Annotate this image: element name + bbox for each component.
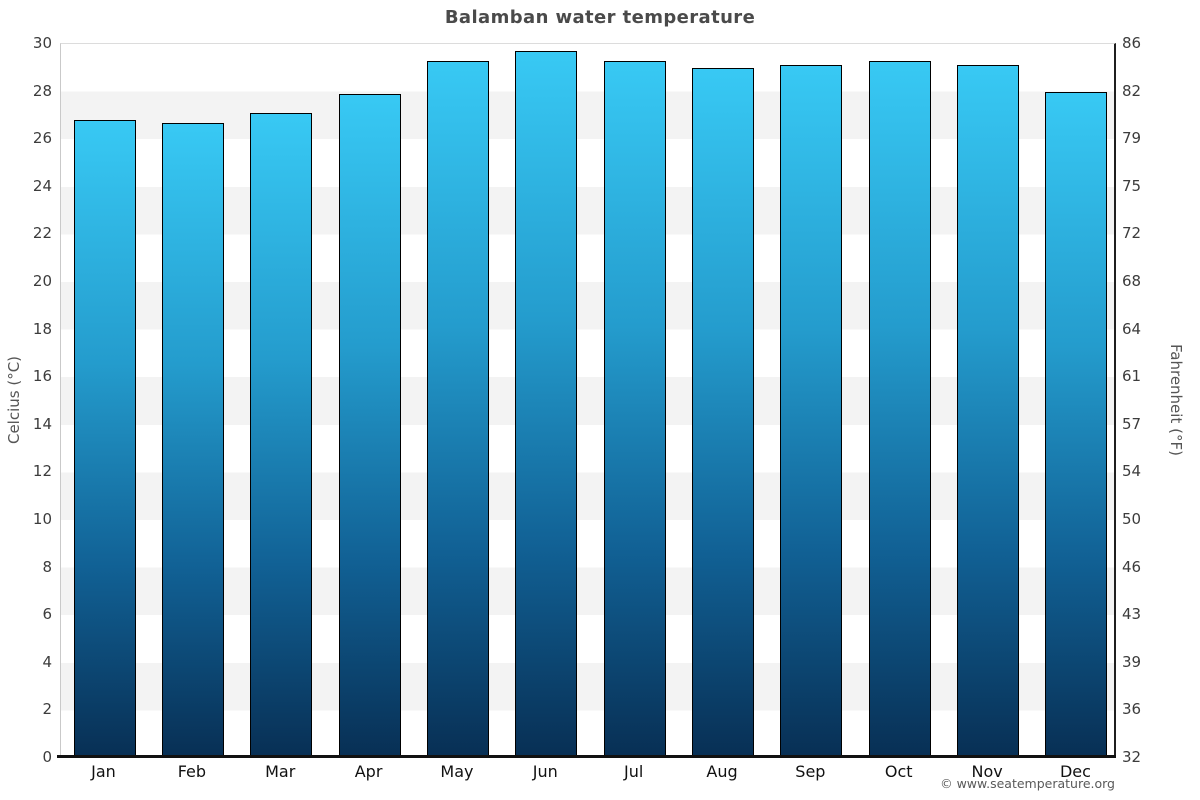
xtick-jun: Jun (532, 762, 558, 781)
xtick-jan: Jan (91, 762, 116, 781)
ytick-fahrenheit-50: 50 (1122, 510, 1142, 528)
ytick-celsius-8: 8 (42, 557, 52, 576)
ytick-fahrenheit-43: 43 (1122, 605, 1142, 624)
ytick-celsius-16: 16 (32, 367, 52, 386)
ytick-celsius-2: 2 (42, 700, 52, 719)
ytick-fahrenheit-64: 64 (1122, 319, 1142, 338)
ytick-fahrenheit-39: 39 (1122, 652, 1142, 671)
ytick-fahrenheit-82: 82 (1122, 81, 1142, 100)
ytick-fahrenheit-61: 61 (1122, 367, 1142, 386)
ytick-celsius-18: 18 (32, 319, 52, 338)
bar-dec (1045, 91, 1108, 758)
ytick-celsius-20: 20 (32, 272, 52, 290)
xtick-apr: Apr (354, 762, 383, 781)
ytick-fahrenheit-46: 46 (1122, 557, 1142, 576)
ytick-fahrenheit-36: 36 (1122, 700, 1142, 719)
xtick-feb: Feb (177, 762, 207, 781)
y-axis-title-fahrenheit: Fahrenheit (°F) (1167, 344, 1185, 456)
x-axis-baseline (57, 755, 1116, 758)
plot-area (60, 43, 1116, 758)
xtick-oct: Oct (884, 762, 913, 781)
ytick-celsius-14: 14 (32, 414, 52, 433)
bar-jan (73, 120, 136, 758)
bar-sep (780, 65, 843, 758)
ytick-fahrenheit-72: 72 (1122, 224, 1142, 243)
ytick-fahrenheit-86: 86 (1122, 34, 1142, 52)
y-axis-title-celsius: Celcius (°C) (5, 355, 23, 445)
ytick-celsius-22: 22 (32, 224, 52, 243)
ytick-celsius-10: 10 (32, 510, 52, 528)
bar-may (426, 60, 489, 758)
bar-feb (161, 122, 224, 758)
ytick-fahrenheit-54: 54 (1122, 462, 1142, 481)
xtick-nov: Nov (971, 762, 1003, 781)
ytick-celsius-12: 12 (32, 462, 52, 481)
chart-title: Balamban water temperature (444, 7, 756, 28)
xtick-dec: Dec (1059, 762, 1091, 781)
ytick-fahrenheit-57: 57 (1122, 414, 1142, 433)
ytick-fahrenheit-79: 79 (1122, 129, 1142, 148)
bar-oct (868, 60, 931, 758)
ytick-celsius-30: 30 (32, 34, 52, 52)
ytick-celsius-0: 0 (42, 748, 52, 766)
bar-nov (957, 65, 1020, 758)
xtick-mar: Mar (265, 762, 296, 781)
ytick-celsius-26: 26 (32, 129, 52, 148)
xtick-aug: Aug (706, 762, 738, 781)
copyright-footer: © www.seatemperature.org (940, 776, 1115, 791)
bar-jun (515, 51, 578, 758)
ytick-celsius-6: 6 (42, 605, 52, 624)
ytick-fahrenheit-32: 32 (1122, 748, 1142, 766)
bar-mar (250, 113, 313, 758)
ytick-fahrenheit-75: 75 (1122, 176, 1142, 195)
bar-jul (603, 60, 666, 758)
ytick-celsius-28: 28 (32, 81, 52, 100)
ytick-celsius-4: 4 (42, 652, 52, 671)
bar-aug (692, 67, 755, 758)
xtick-may: May (440, 762, 474, 781)
xtick-sep: Sep (795, 762, 826, 781)
ytick-celsius-24: 24 (32, 176, 52, 195)
xtick-jul: Jul (624, 762, 644, 781)
bar-apr (338, 93, 401, 758)
ytick-fahrenheit-68: 68 (1122, 272, 1142, 290)
